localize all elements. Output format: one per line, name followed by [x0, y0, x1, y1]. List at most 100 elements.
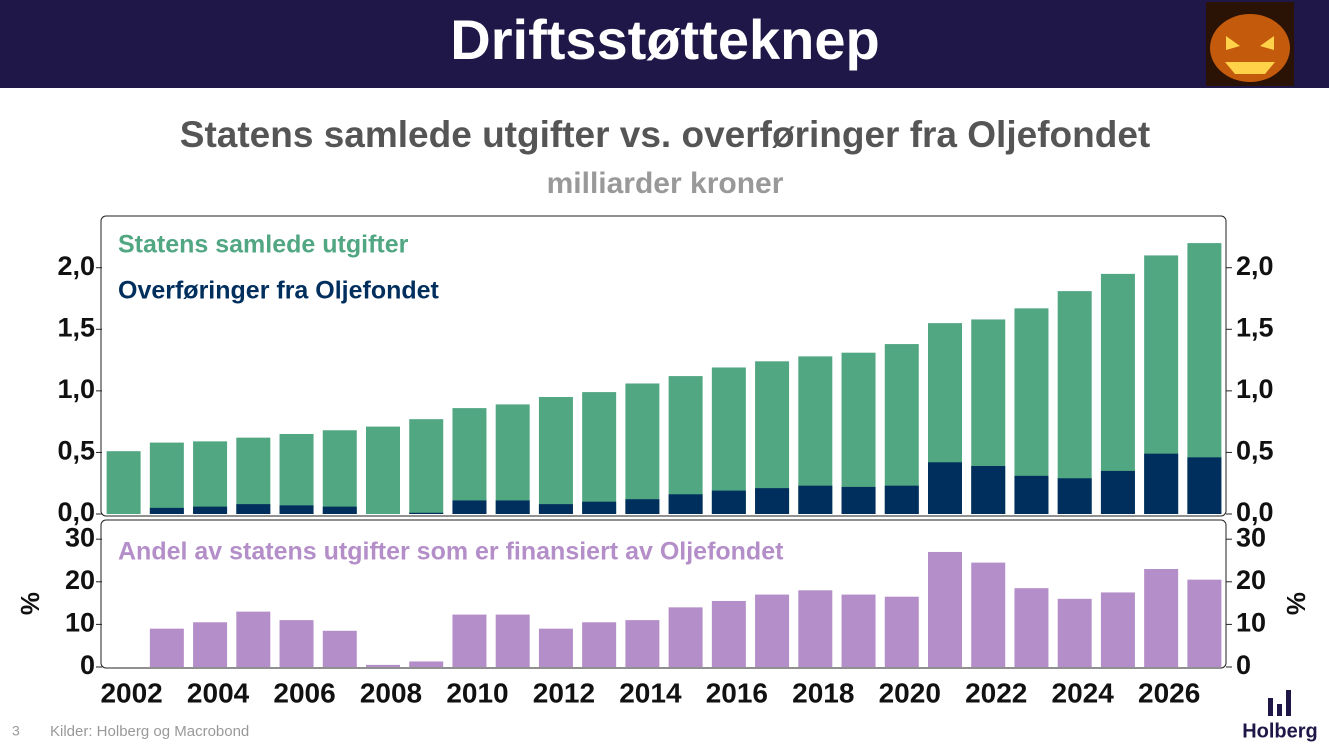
pumpkin-image [1206, 2, 1294, 86]
bar [1100, 470, 1135, 514]
page-number: 3 [12, 723, 20, 739]
legend-entry: Andel av statens utgifter som er finansi… [118, 538, 784, 566]
x-tick-label: 2020 [879, 677, 941, 708]
bar [668, 494, 703, 514]
bar [841, 594, 876, 667]
bar [1014, 588, 1049, 667]
x-tick-label: 2004 [187, 677, 250, 708]
bar [495, 500, 530, 514]
y2-tick-label: 1,5 [1236, 312, 1274, 342]
legend-entry: Statens samlede utgifter [118, 231, 409, 259]
bar [668, 376, 703, 514]
bar [538, 504, 573, 514]
bar [625, 499, 660, 514]
banner [0, 0, 1329, 88]
bottom-panel-frame [100, 519, 1227, 669]
y2-tick-label: 20 [1236, 565, 1266, 595]
bar [409, 512, 444, 514]
bar [625, 620, 660, 667]
chart-title: Statens samlede utgifter vs. overføringe… [180, 114, 1150, 155]
y2-tick-label: 0 [1236, 650, 1251, 680]
y2-tick-label: 1,0 [1236, 374, 1274, 404]
bar [582, 501, 617, 514]
bar [1057, 598, 1092, 667]
bar [279, 620, 314, 667]
bar [495, 614, 530, 667]
bar [798, 485, 833, 514]
bar [1187, 457, 1222, 514]
x-tick-label: 2006 [273, 677, 335, 708]
x-tick-label: 2008 [360, 677, 422, 708]
bar [236, 611, 271, 667]
x-tick-label: 2018 [792, 677, 854, 708]
bar [1187, 579, 1222, 667]
bar [538, 628, 573, 667]
bar [322, 430, 357, 514]
slide-title: Driftsstøtteknep [450, 8, 879, 71]
bar [755, 594, 790, 667]
bar [841, 486, 876, 514]
bar [193, 441, 228, 514]
x-tick-label: 2014 [619, 677, 682, 708]
bar [366, 426, 400, 514]
bar [1057, 291, 1092, 514]
bar [495, 404, 530, 514]
bar [236, 437, 271, 514]
bar [538, 397, 573, 514]
x-tick-label: 2012 [533, 677, 595, 708]
bar [1057, 478, 1092, 514]
legend-entry: Overføringer fra Oljefondet [118, 277, 440, 305]
x-tick-label: 2024 [1052, 677, 1115, 708]
y-tick-label: 0,0 [57, 497, 95, 527]
bar [366, 664, 400, 667]
bar [798, 590, 833, 667]
y2-tick-label: 0,5 [1236, 436, 1274, 466]
x-tick-label: 2026 [1138, 677, 1200, 708]
bar [971, 562, 1006, 667]
bar [582, 392, 617, 514]
bar [149, 628, 184, 667]
bar [322, 630, 357, 667]
bar [1144, 453, 1179, 514]
bar [452, 408, 487, 514]
x-tick-label: 2002 [100, 677, 162, 708]
y-tick-label: 1,5 [57, 312, 95, 342]
y2-tick-label: 10 [1236, 608, 1266, 638]
bar [279, 433, 314, 514]
logo-icon [1268, 690, 1291, 716]
y-axis-label: % [15, 592, 45, 615]
y2-axis-label: % [1281, 592, 1311, 615]
bar [1014, 475, 1049, 514]
y-tick-label: 10 [65, 608, 95, 638]
bar [193, 506, 228, 514]
y-tick-label: 0,5 [57, 436, 95, 466]
y-tick-label: 20 [65, 565, 95, 595]
bar [582, 622, 617, 667]
bar [711, 600, 746, 667]
bar [106, 451, 141, 514]
bar [236, 504, 271, 514]
bar [193, 622, 228, 667]
y2-tick-label: 0,0 [1236, 497, 1274, 527]
bar [1100, 592, 1135, 667]
bar [625, 383, 660, 514]
y-tick-label: 2,0 [57, 251, 95, 281]
bar [755, 488, 790, 514]
bar [149, 442, 184, 514]
y2-tick-label: 2,0 [1236, 251, 1274, 281]
bar [884, 596, 919, 667]
bar [668, 607, 703, 667]
bar [149, 507, 184, 514]
x-tick-label: 2022 [965, 677, 1027, 708]
chart-subtitle: milliarder kroner [547, 167, 784, 200]
bar [322, 506, 357, 514]
x-tick-label: 2016 [706, 677, 768, 708]
bar [279, 505, 314, 514]
bar [884, 485, 919, 514]
y-tick-label: 1,0 [57, 374, 95, 404]
bar [1144, 569, 1179, 667]
y-tick-label: 30 [65, 522, 95, 552]
bar [409, 661, 444, 667]
bar [711, 367, 746, 514]
